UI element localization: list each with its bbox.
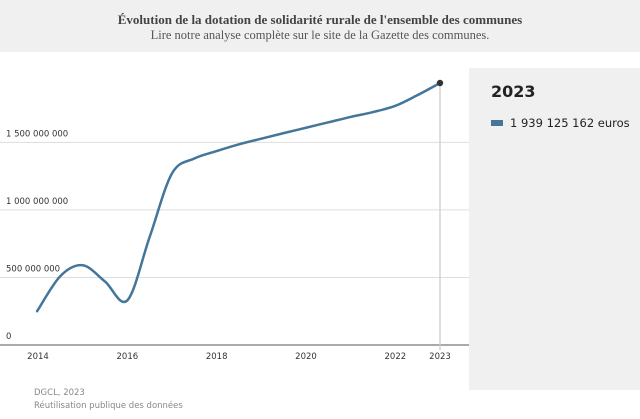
series-line <box>35 81 442 313</box>
tooltip-value: 1 939 125 162 euros <box>510 116 630 130</box>
source-note: DGCL, 2023 <box>34 388 85 398</box>
legend-item: 1 939 125 162 euros <box>491 116 630 130</box>
x-tick-label: 2022 <box>385 352 407 362</box>
x-tick-label: 2023 <box>429 352 451 362</box>
chart-header: Évolution de la dotation de solidarité r… <box>0 0 640 52</box>
legend-swatch <box>491 120 503 126</box>
x-tick-label: 2018 <box>206 352 228 362</box>
x-tick-label: 2016 <box>117 352 139 362</box>
reuse-note: Réutilisation publique des données <box>34 401 183 411</box>
x-tick-label: 2020 <box>295 352 317 362</box>
chart-subtitle: Lire notre analyse complète sur le site … <box>150 28 490 42</box>
x-tick-label: 2014 <box>27 352 49 362</box>
line-chart: 0 500 000 000 1 000 000 000 1 500 000 000 20… <box>0 79 469 362</box>
y-tick-label: 1 500 000 000 <box>6 129 68 139</box>
tooltip-panel: 2023 1 939 125 162 euros <box>469 68 640 390</box>
tooltip-year: 2023 <box>491 82 536 101</box>
chart-title: Évolution de la dotation de solidarité r… <box>117 12 523 27</box>
highlight-point <box>436 79 444 87</box>
y-tick-label: 1 000 000 000 <box>6 197 68 207</box>
y-tick-label: 500 000 000 <box>6 264 60 274</box>
y-tick-label: 0 <box>6 332 11 342</box>
